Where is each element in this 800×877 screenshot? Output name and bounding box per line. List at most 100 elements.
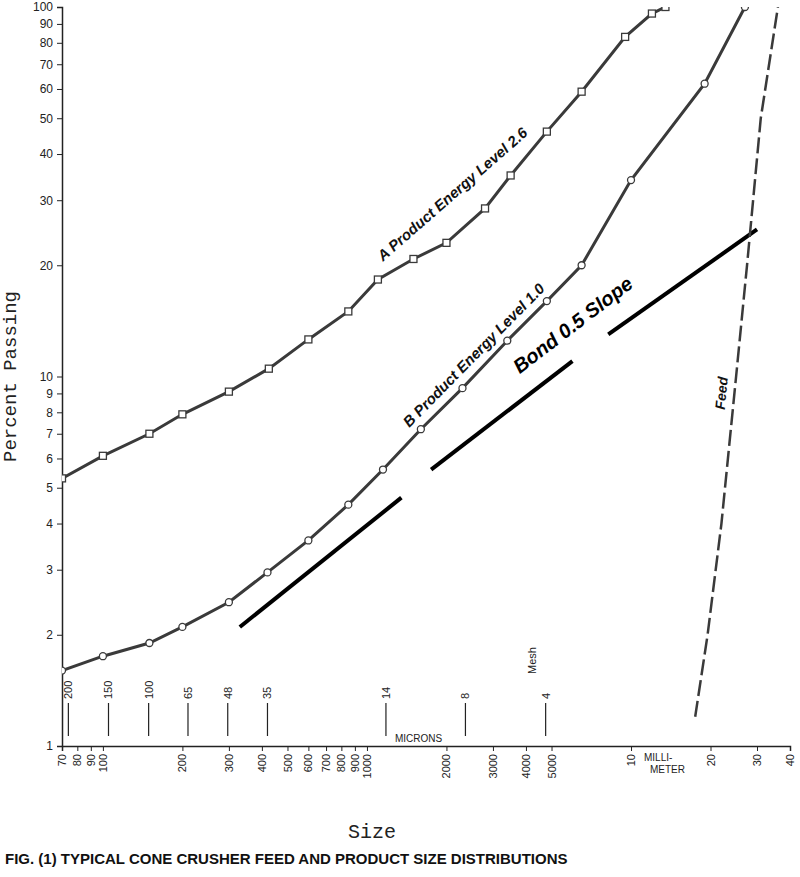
y-tick-mark (57, 570, 62, 571)
x-tick-mark (446, 746, 447, 751)
x-tick-mark (355, 746, 356, 751)
series-marker (345, 308, 352, 315)
y-tick: 60 (40, 82, 62, 96)
x-tick: 70 (56, 746, 68, 766)
x-tick-label: 500 (281, 754, 293, 772)
y-tick: 7 (46, 427, 62, 441)
x-axis-line (63, 747, 791, 752)
y-tick-label: 80 (40, 36, 54, 50)
x-tick: 700 (320, 746, 332, 772)
y-tick-label: 6 (46, 452, 53, 466)
y-tick-label: 30 (40, 194, 54, 208)
series-line (62, 7, 665, 478)
y-tick-mark (57, 434, 62, 435)
x-tick-label: 800 (335, 754, 347, 772)
y-tick: 10 (40, 370, 62, 384)
series-marker (648, 10, 655, 17)
series-marker (305, 336, 312, 343)
x-tick-mark (77, 746, 78, 751)
y-tick-label: 1 (46, 739, 53, 753)
x-tick-mark (182, 746, 183, 751)
series-marker (578, 88, 585, 95)
series-marker (741, 7, 748, 11)
x-tick-label: 300 (223, 754, 235, 772)
x-tick-mark (711, 746, 712, 751)
y-tick-label: 9 (46, 387, 53, 401)
y-tick: 9 (46, 387, 62, 401)
mesh-tick-mark (385, 703, 386, 736)
mesh-tick-mark (187, 703, 188, 736)
x-tick: 400 (256, 746, 268, 772)
x-tick-label: 40 (784, 754, 796, 766)
y-tick: 4 (46, 517, 62, 531)
y-tick-mark (57, 89, 62, 90)
mesh-tick-mark (465, 703, 466, 736)
y-tick-mark (57, 154, 62, 155)
series-marker (459, 385, 466, 392)
y-tick: 30 (40, 194, 62, 208)
series-marker (662, 7, 669, 11)
mesh-tick-label: 100 (143, 681, 155, 699)
x-tick-label: 3000 (487, 754, 499, 778)
x-tick-mark (326, 746, 327, 751)
series-label: Feed (712, 376, 731, 411)
y-tick: 3 (46, 563, 62, 577)
y-tick-mark (57, 458, 62, 459)
series-line (62, 7, 745, 671)
mesh-tick-label: 200 (62, 681, 74, 699)
y-tick-label: 3 (46, 563, 53, 577)
x-tick-label: 600 (302, 754, 314, 772)
y-axis-line (57, 8, 63, 747)
x-tick-mark (287, 746, 288, 751)
mesh-tick-label: 4 (540, 693, 552, 699)
y-tick-label: 50 (40, 112, 54, 126)
x-tick-label: 200 (176, 754, 188, 772)
x-tick: 800 (335, 746, 347, 772)
x-tick-mark (790, 746, 791, 751)
x-tick-label: 4000 (520, 754, 532, 778)
x-tick-mark (757, 746, 758, 751)
mesh-tick-mark (227, 703, 228, 736)
mesh-tick-label: 35 (261, 687, 273, 699)
y-tick: 100 (33, 0, 62, 14)
mesh-tick-mark (148, 703, 149, 736)
x-tick-label: 30 (751, 754, 763, 766)
x-tick-mark (103, 746, 104, 751)
mesh-tick-label: 48 (222, 687, 234, 699)
y-tick: 80 (40, 36, 62, 50)
y-tick-mark (57, 24, 62, 25)
x-tick-label: 400 (256, 754, 268, 772)
y-tick-mark (57, 118, 62, 119)
y-tick-label: 5 (46, 481, 53, 495)
series-marker (622, 33, 629, 40)
series-marker (417, 426, 424, 433)
y-tick-mark (57, 377, 62, 378)
x-tick: 90 (85, 746, 97, 766)
series-marker (504, 337, 511, 344)
x-tick-label: 900 (349, 754, 361, 772)
x-tick: 600 (302, 746, 314, 772)
y-tick-mark (57, 43, 62, 44)
series-marker (99, 452, 106, 459)
y-tick-label: 8 (46, 406, 53, 420)
x-unit-label: MICRONS (395, 733, 443, 744)
mesh-label: Mesh (526, 647, 538, 674)
x-tick-mark (62, 746, 63, 751)
series-marker (225, 388, 232, 395)
x-tick-mark (91, 746, 92, 751)
x-tick-label: 5000 (546, 754, 558, 778)
series-marker (345, 501, 352, 508)
series-marker (507, 172, 514, 179)
y-tick-mark (57, 200, 62, 201)
y-tick-label: 40 (40, 147, 54, 161)
mesh-tick-label: 150 (102, 681, 114, 699)
x-tick-label: 10 (625, 754, 637, 766)
y-tick-label: 10 (40, 370, 54, 384)
y-tick-label: 70 (40, 58, 54, 72)
x-tick: 300 (223, 746, 235, 772)
mesh-tick-mark (545, 703, 546, 736)
x-tick: 40 (784, 746, 796, 766)
mesh-tick-mark (108, 703, 109, 736)
x-axis: 7080901002003004005006007008009001000200… (56, 746, 796, 778)
y-tick-label: 4 (46, 517, 53, 531)
